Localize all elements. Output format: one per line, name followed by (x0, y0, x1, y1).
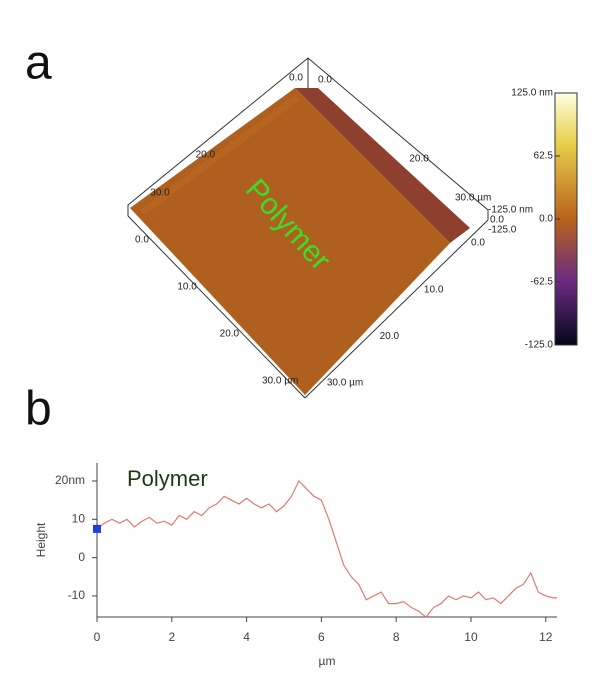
colorbar-tick-label: 125.0 nm (511, 88, 553, 99)
axis-tick-label: 10.0 (424, 284, 444, 295)
surface-shade (140, 95, 300, 214)
x-tick-label: 2 (168, 630, 175, 644)
axis-tick-label: 30.0 µm (455, 193, 491, 204)
axis-tick-label: 0.0 (289, 73, 303, 84)
axis-tick-label: 20.0 (196, 149, 216, 160)
y-axis-label: Height (34, 522, 48, 557)
z-tick-label: -125.0 (488, 225, 517, 236)
axes (96, 463, 557, 618)
x-tick-label: 12 (539, 630, 553, 644)
colorbar-tick-label: -62.5 (530, 277, 553, 288)
axis-tick-label: 0.0 (471, 238, 485, 249)
x-tick-label: 4 (243, 630, 250, 644)
colorbar-tick-label: 0.0 (539, 214, 553, 225)
colorbar-tick-label: -125.0 (525, 340, 554, 351)
z-tick-label: -125.0 nm (488, 205, 533, 216)
axis-tick-label: 0.0 (135, 235, 149, 246)
x-tick-label: 6 (318, 630, 325, 644)
axis-tick-label: 30.0 µm (327, 378, 363, 389)
annotation: Polymer (127, 466, 208, 491)
surface-box (127, 57, 489, 399)
data-line (96, 479, 557, 618)
panel-label: a (25, 37, 52, 90)
axis-tick-label: 10.0 (177, 282, 197, 293)
y-tick-label: -10 (68, 588, 86, 602)
axis-tick-label: 0.0 (318, 75, 332, 86)
x-tick-label: 0 (94, 630, 101, 644)
x-tick-label: 10 (464, 630, 478, 644)
y-tick-label: 10 (72, 511, 86, 525)
x-tick-label: 8 (393, 630, 400, 644)
z-tick-label: 0.0 (490, 215, 504, 226)
colorbar-tick-label: 62.5 (534, 151, 554, 162)
y-tick-label: 20nm (55, 473, 85, 487)
surface-step (295, 88, 470, 243)
cursor-marker (93, 524, 101, 533)
panel-label: b (25, 383, 52, 436)
y-tick-label: 0 (78, 550, 85, 564)
axis-tick-label: 20.0 (409, 153, 429, 164)
axis-tick-label: 20.0 (380, 331, 400, 342)
axis-tick-label: 30.0 µm (262, 376, 298, 387)
axis-tick-label: 30.0 (150, 188, 170, 199)
x-axis-label: µm (319, 654, 336, 668)
axis-tick-label: 20.0 (220, 329, 240, 340)
